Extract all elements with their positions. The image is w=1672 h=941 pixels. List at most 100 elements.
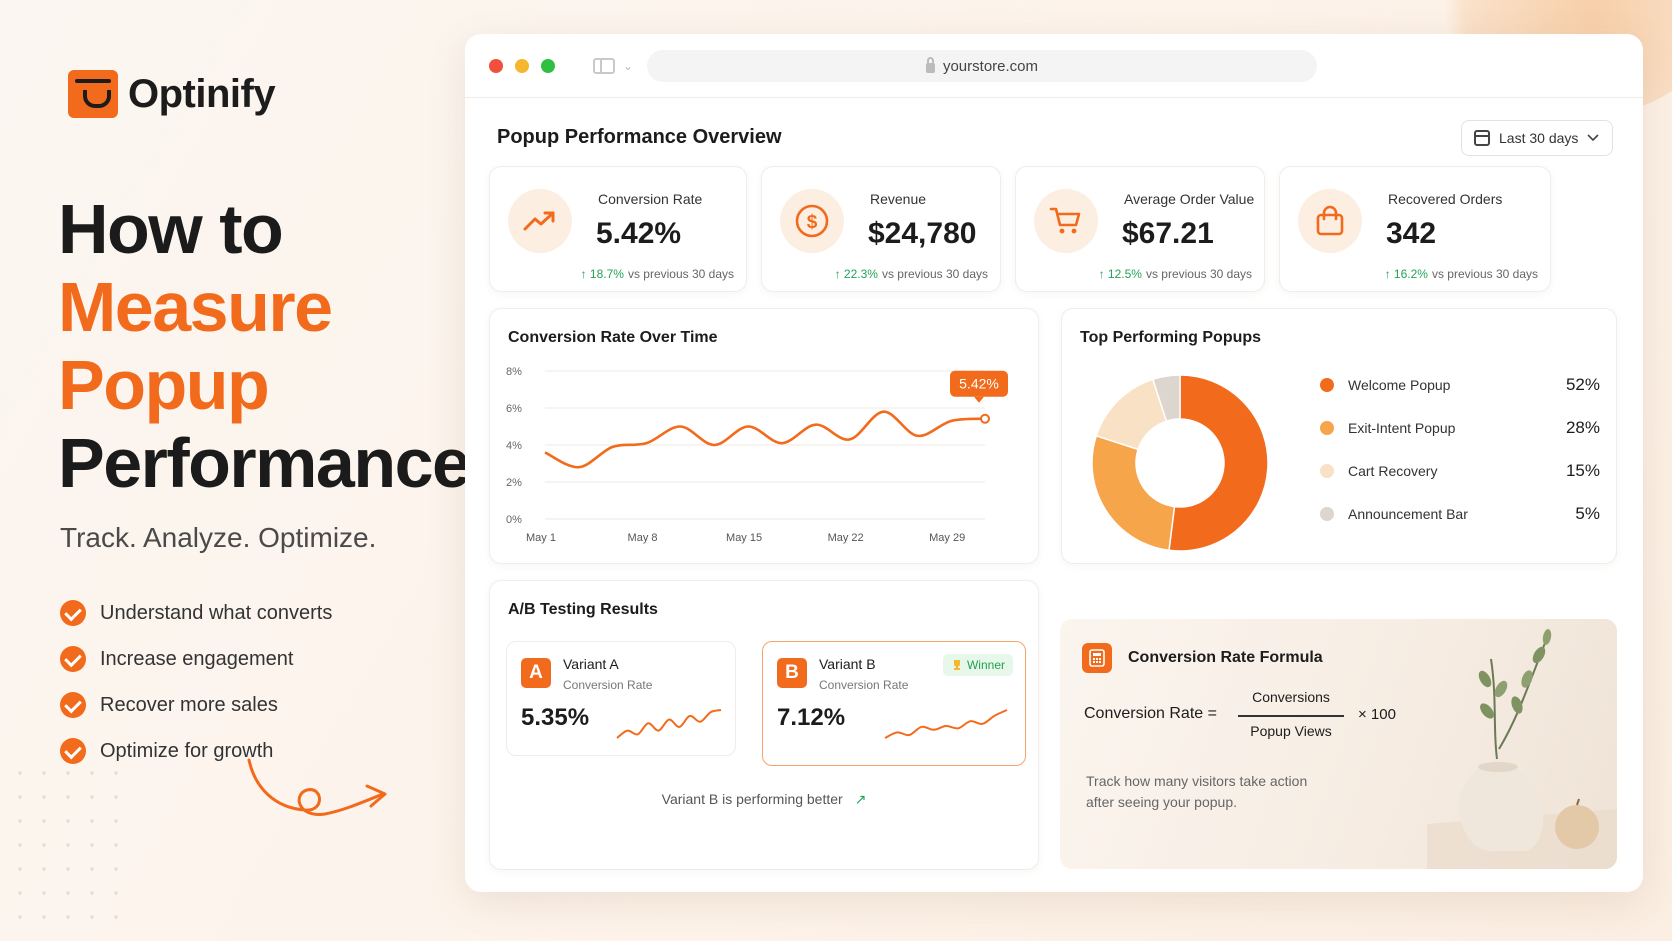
date-range-select[interactable]: Last 30 days [1461,120,1613,156]
arrow-up-icon: ↑ 18.7% [580,267,624,281]
donut-slice [1151,374,1181,423]
x-tick-label: May 1 [526,532,556,544]
legend-swatch [1320,464,1334,478]
chart-title: Conversion Rate Over Time [508,329,718,346]
variant-a-card[interactable]: A Variant A Conversion Rate 5.35% [506,641,736,756]
kpi-card-conversion-rate[interactable]: Conversion Rate 5.42% ↑ 18.7% vs previous… [489,166,747,292]
formula-lhs: Conversion Rate = [1084,705,1217,722]
chevron-down-icon[interactable]: ⌄ [623,58,634,73]
winner-badge: Winner [942,654,1013,676]
x-tick-label: May 8 [628,532,658,544]
legend-item-announcement-bar[interactable]: Announcement Bar 5% [1320,504,1600,524]
brand: Optinify [68,70,276,118]
kpi-card-average-order-value[interactable]: Average Order Value $67.21 ↑ 12.5% vs pre… [1015,166,1265,292]
arrow-up-icon: ↑ 16.2% [1384,267,1428,281]
url-text: yourstore.com [942,57,1039,75]
browser-toolbar: ⌄ yourstore.com [465,34,1643,98]
variant-a-badge: A [521,658,551,688]
variant-value: 7.12% [777,704,846,731]
legend-label: Cart Recovery [1348,463,1438,479]
trophy-icon [953,660,960,670]
sparkline-path [884,709,1008,739]
x-tick-label: May 29 [929,532,965,544]
ab-result-footer: Variant B is performing better ↗ [661,791,867,807]
sidebar-toggle-icon[interactable] [593,57,615,74]
legend-label: Announcement Bar [1348,506,1468,522]
minimize-window-button[interactable] [515,58,529,73]
swoosh-arrow-icon [247,758,387,816]
fraction-bar [1238,715,1344,717]
kpi-delta: ↑ 16.2% vs previous 30 days [1384,267,1538,281]
benefit-label: Optimize for growth [100,739,274,762]
lock-icon [925,57,935,73]
arrow-up-icon: ↑ 12.5% [1098,267,1142,281]
legend-item-welcome-popup[interactable]: Welcome Popup 52% [1320,375,1600,395]
formula-denominator: Popup Views [1250,723,1332,739]
kpi-value: 342 [1386,217,1437,250]
benefit-list: Understand what converts Increase engage… [60,590,332,774]
x-tick-label: May 15 [726,532,762,544]
top-popups-card: Top Performing Popups Welcome Popup 52% … [1061,308,1617,564]
legend-item-cart-recovery[interactable]: Cart Recovery 15% [1320,461,1600,481]
formula-title: Conversion Rate Formula [1128,649,1323,666]
benefit-item: Optimize for growth [60,728,332,774]
variant-b-sparkline [884,709,1008,739]
benefit-item: Recover more sales [60,682,332,728]
kpi-value: $67.21 [1122,217,1214,250]
legend-item-exit-intent-popup[interactable]: Exit-Intent Popup 28% [1320,418,1600,438]
variant-metric-label: Conversion Rate [819,678,909,692]
benefit-item: Understand what converts [60,590,332,636]
brand-name: Optinify [128,71,276,116]
variant-name: Variant A [563,656,619,672]
check-icon [60,646,86,672]
maximize-window-button[interactable] [541,58,555,73]
sparkline-path [616,709,722,739]
variant-metric-label: Conversion Rate [563,678,653,692]
ab-testing-card: A/B Testing Results A Variant A Conversi… [489,580,1039,870]
arrow-up-right-icon: ↗ [854,791,867,807]
ab-testing-title: A/B Testing Results [508,601,658,618]
kpi-value: $24,780 [868,217,977,250]
headline-line-1: How to [58,190,284,268]
browser-window: ⌄ yourstore.com Popup Performance Overvi… [465,34,1643,892]
kpi-value: 5.42% [596,217,682,250]
dollar-icon: $ [780,189,844,253]
check-icon [60,600,86,626]
benefit-label: Understand what converts [100,601,333,624]
legend-swatch [1320,421,1334,435]
donut-chart [1091,374,1269,552]
cart-icon [1034,189,1098,253]
legend-label: Exit-Intent Popup [1348,420,1456,436]
kpi-label: Recovered Orders [1388,191,1503,207]
date-range-value: Last 30 days [1499,130,1579,146]
page-title: Popup Performance Overview [497,126,782,148]
conversion-chart-card: Conversion Rate Over Time 0% 2% 4% 6% 8% May … [489,308,1039,564]
kpi-label: Conversion Rate [598,191,703,207]
address-bar[interactable]: yourstore.com [647,50,1317,82]
headline-line-2: Measure [58,268,333,346]
benefit-label: Increase engagement [100,647,294,670]
trend-up-icon [508,189,572,253]
formula-description: Track how many visitors take action afte… [1086,773,1308,810]
close-window-button[interactable] [489,58,503,73]
chevron-down-icon [1587,134,1599,142]
donut-slice [1168,374,1269,552]
y-tick-label: 4% [506,440,522,452]
kpi-card-revenue[interactable]: $ Revenue $24,780 ↑ 22.3% vs previous 30 … [761,166,1001,292]
kpi-card-recovered-orders[interactable]: Recovered Orders 342 ↑ 16.2% vs previous … [1279,166,1551,292]
x-tick-label: May 22 [828,532,864,544]
check-icon [60,738,86,764]
headline-line-3: Popup [58,346,270,424]
brand-logo-icon [68,70,118,118]
variant-a-sparkline [616,709,722,739]
variant-b-badge: B [777,658,807,688]
kpi-delta: ↑ 22.3% vs previous 30 days [834,267,988,281]
legend-swatch [1320,507,1334,521]
y-tick-label: 6% [506,403,522,415]
calculator-icon [1082,643,1112,673]
callout-pointer [974,396,984,403]
variant-b-card[interactable]: B Variant B Conversion Rate Winner 7.12% [762,641,1026,766]
calendar-icon [1474,130,1490,146]
headline-line-4: Performance [58,424,471,502]
variant-value: 5.35% [521,704,590,731]
